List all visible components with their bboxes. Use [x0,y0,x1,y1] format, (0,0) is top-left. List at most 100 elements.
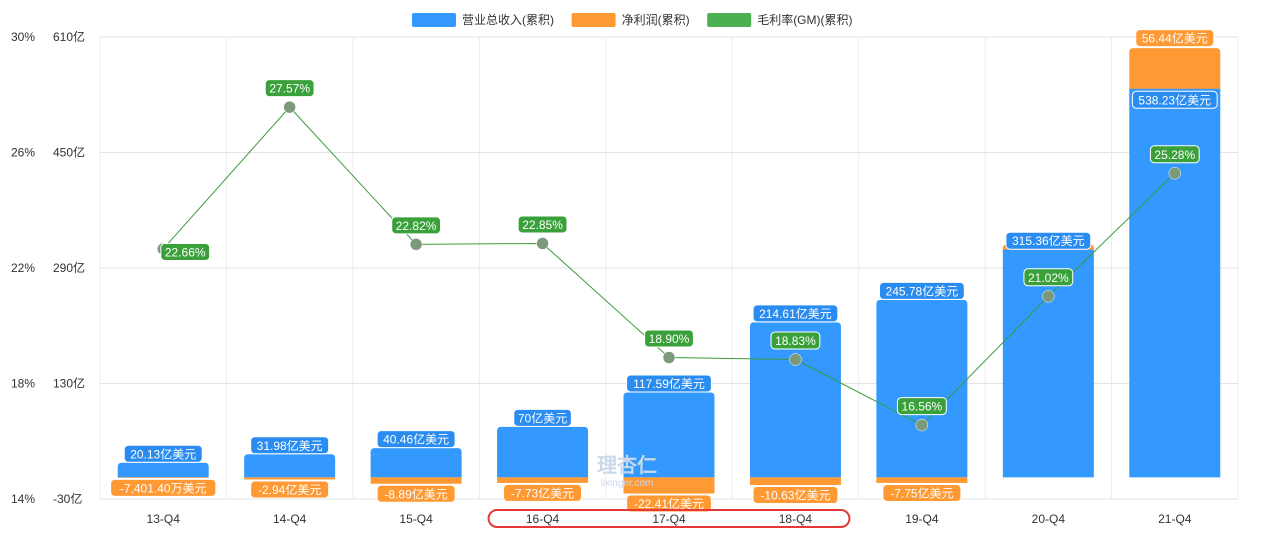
margin-label-bg [896,397,947,416]
profit-label-bg [626,494,712,513]
x-tick-label: 21-Q4 [1158,512,1192,526]
profit-label-bg [752,486,839,505]
profit-bar[interactable] [1129,48,1221,91]
profit-bar[interactable] [497,477,589,483]
left-axis-tick: 26% [11,146,35,160]
watermark-logo: 理杏仁 [597,453,657,477]
right-axis-tick: 130亿 [53,376,85,391]
x-tick-label: 17-Q4 [652,512,686,526]
bars [117,48,1221,494]
legend-swatch[interactable] [707,13,752,27]
legend-label[interactable]: 净利润(累积) [622,13,690,27]
margin-label: 22.82% [396,219,437,233]
right-axis-tick: -30亿 [53,491,82,506]
profit-label: -10.63亿美元 [760,488,830,503]
right-axis-tick: 450亿 [53,145,85,160]
revenue-label: 538.23亿美元 [1138,92,1211,107]
revenue-bar[interactable] [117,462,209,478]
revenue-bar[interactable] [876,299,968,478]
profit-label-bg [376,484,456,503]
profit-bar[interactable] [244,477,336,480]
margin-label-bg [391,216,442,235]
profit-bar[interactable] [749,477,841,486]
profit-label-bg [250,480,330,499]
revenue-label-bg [626,374,712,393]
margin-label: 18.83% [775,334,816,348]
legend-label[interactable]: 毛利率(GM)(累积) [757,12,852,27]
left-axis-tick: 18% [11,377,35,391]
margin-label: 22.66% [165,245,206,259]
profit-bar[interactable] [623,477,715,494]
right-axis-tick: 290亿 [53,260,85,275]
margin-point[interactable] [1042,290,1055,303]
revenue-label-bg [1131,90,1218,109]
margin-point[interactable] [283,100,296,114]
profit-label-bg [110,478,217,497]
margin-label-bg [1149,145,1200,164]
revenue-label: 70亿美元 [518,410,567,425]
margin-label: 18.90% [649,332,690,346]
margin-label: 22.85% [522,218,563,232]
margin-point[interactable] [789,353,802,366]
margin-label: 21.02% [1028,271,1069,285]
right-axis-tick: 610亿 [53,29,85,44]
margin-point[interactable] [915,418,929,432]
profit-bar[interactable] [876,477,968,483]
profit-bar[interactable] [117,477,209,478]
profit-label-bg [882,483,962,502]
margin-label-bg [264,79,315,98]
legend-swatch[interactable] [412,13,456,27]
revenue-bar[interactable] [370,448,462,478]
profit-label-bg [503,483,583,502]
revenue-label-bg [123,444,203,463]
left-axis-tick: 30% [11,30,35,44]
profit-bar[interactable] [370,477,462,484]
margin-point[interactable] [536,237,549,250]
revenue-label-bg [250,436,330,455]
legend-label[interactable]: 营业总收入(累积) [462,13,554,27]
margin-point[interactable] [662,351,676,364]
revenue-label: 20.13亿美元 [130,446,196,461]
legend-swatch[interactable] [571,13,616,27]
profit-label: -22.41亿美元 [634,496,704,511]
revenue-label-bg [1005,231,1092,250]
revenue-label: 117.59亿美元 [633,376,705,391]
revenue-bar[interactable] [497,426,589,478]
legend[interactable]: 营业总收入(累积) 净利润(累积) 毛利率(GM)(累积) [412,12,853,27]
watermark-url: lixinger.com [601,478,654,489]
revenue-label-bg [752,304,839,323]
x-tick-label: 14-Q4 [273,512,307,526]
x-tick-label: 16-Q4 [526,512,560,526]
highlight [487,509,851,528]
left-axis-tick: 14% [11,492,35,506]
x-tick-label: 19-Q4 [905,512,939,526]
revenue-bar[interactable] [1002,249,1094,478]
profit-label: -2.94亿美元 [258,482,321,497]
margin-label-bg [770,331,821,350]
revenue-bar[interactable] [244,454,336,478]
revenue-bar[interactable] [749,322,841,478]
x-tick-label: 15-Q4 [399,512,433,526]
revenue-bar[interactable] [623,392,715,478]
profit-label: -7.73亿美元 [511,485,574,500]
revenue-label-bg [376,430,456,449]
margin-point[interactable] [1168,167,1182,180]
grid [99,36,1239,500]
margin-label: 27.57% [269,82,310,96]
margin-point[interactable] [409,238,423,251]
profit-label-bg [1135,29,1215,48]
left-axis-tick: 22% [11,261,35,275]
margin-label: 16.56% [902,400,943,414]
axes: 14% 18% 22% 26% 30% -30亿 130亿 290亿 450亿 610亿 13-Q4… [11,29,1192,526]
revenue-label: 31.98亿美元 [257,438,323,453]
revenue-label: 315.36亿美元 [1012,233,1085,248]
profit-label: -8.89亿美元 [384,486,447,501]
revenue-label-bg [878,281,965,300]
data-labels: 20.13亿美元 -7,401.40万美元 31.98亿美元 -2.94亿美元 40.4… [110,29,1218,513]
highlight-oval [487,509,851,528]
profit-label: -7,401.40万美元 [120,481,207,495]
x-tick-label: 13-Q4 [147,512,181,526]
revenue-label: 214.61亿美元 [759,306,832,321]
revenue-label: 40.46亿美元 [383,432,449,447]
